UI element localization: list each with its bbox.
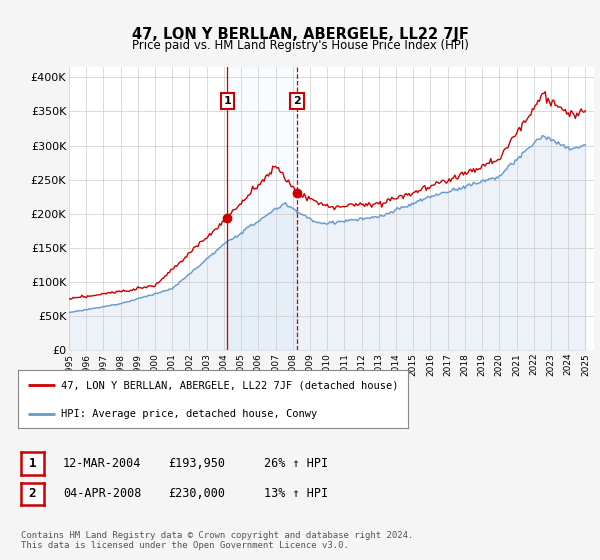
Bar <box>227 67 297 350</box>
Text: 13% ↑ HPI: 13% ↑ HPI <box>264 487 328 501</box>
Text: 12-MAR-2004: 12-MAR-2004 <box>63 457 142 470</box>
Text: 2: 2 <box>29 487 36 501</box>
Text: HPI: Average price, detached house, Conwy: HPI: Average price, detached house, Conw… <box>61 409 317 419</box>
Text: Price paid vs. HM Land Registry's House Price Index (HPI): Price paid vs. HM Land Registry's House … <box>131 39 469 52</box>
Text: Contains HM Land Registry data © Crown copyright and database right 2024.
This d: Contains HM Land Registry data © Crown c… <box>21 531 413 550</box>
Text: 26% ↑ HPI: 26% ↑ HPI <box>264 457 328 470</box>
Text: £193,950: £193,950 <box>168 457 225 470</box>
Text: 1: 1 <box>29 457 36 470</box>
Text: 2: 2 <box>293 96 301 106</box>
Text: 47, LON Y BERLLAN, ABERGELE, LL22 7JF: 47, LON Y BERLLAN, ABERGELE, LL22 7JF <box>131 27 469 42</box>
Text: £230,000: £230,000 <box>168 487 225 501</box>
Text: 47, LON Y BERLLAN, ABERGELE, LL22 7JF (detached house): 47, LON Y BERLLAN, ABERGELE, LL22 7JF (d… <box>61 380 398 390</box>
Text: 1: 1 <box>223 96 231 106</box>
Text: 04-APR-2008: 04-APR-2008 <box>63 487 142 501</box>
